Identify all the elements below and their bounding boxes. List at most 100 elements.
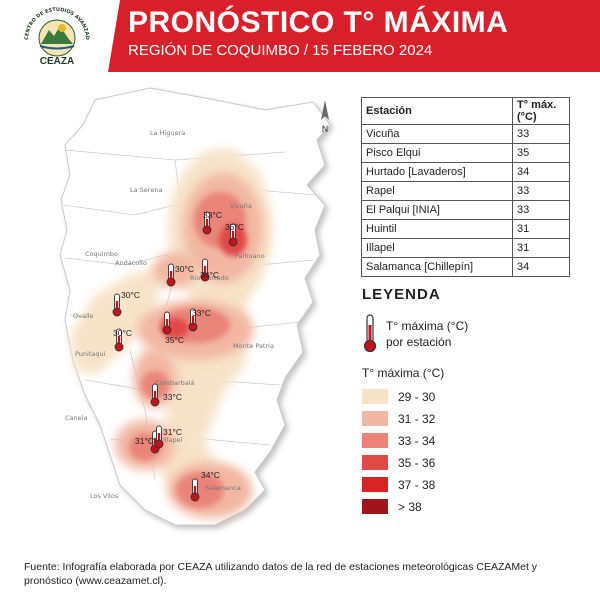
logo-text: CEAZA	[40, 56, 74, 67]
legend-swatch	[362, 499, 388, 514]
station-temp-label: 30°C	[121, 290, 140, 300]
legend-swatch	[362, 411, 388, 426]
table-row: Rapel 33	[361, 181, 570, 201]
station-value: 35	[512, 143, 570, 163]
legend-station-label-line: T° máxima (°C)	[386, 319, 469, 333]
station-value: 34	[512, 257, 570, 277]
station-name: Illapel	[361, 238, 513, 258]
legend-item: 29 - 30	[362, 389, 512, 407]
thermometer-icon	[363, 314, 377, 353]
station-temp-label: 33°C	[192, 308, 211, 318]
place-label: Illapel	[163, 436, 183, 444]
station-name: Salamanca [Chillepín]	[361, 257, 513, 277]
legend-item: 37 - 38	[362, 477, 512, 495]
station-marker: 33°C	[202, 210, 222, 235]
place-label: Combarbalá	[155, 379, 195, 387]
station-name: Rapel	[361, 181, 513, 201]
legend-title: LEYENDA	[362, 286, 441, 303]
legend-label: 37 - 38	[398, 478, 436, 492]
station-marker: 33°C	[188, 308, 211, 332]
table-row: Illapel 31	[361, 238, 570, 258]
page-title: PRONÓSTICO T° MÁXIMA	[128, 6, 509, 39]
place-label: Ovalle	[73, 312, 94, 320]
station-marker: 35°C	[225, 222, 244, 247]
station-table: Estación T° máx. (°C) Vicuña 33 Pisco Elq…	[361, 97, 570, 277]
place-label: Río Hurtado	[190, 274, 229, 282]
station-name: Pisco Elqui	[361, 143, 513, 163]
place-label: Coquimbo	[85, 250, 118, 258]
north-label: N	[322, 125, 329, 135]
station-value: 33	[512, 200, 570, 220]
station-marker: 30°C	[166, 263, 194, 287]
station-name: Vicuña	[361, 124, 513, 144]
place-label: Punitaqui	[75, 350, 106, 358]
legend-label: 35 - 36	[398, 456, 436, 470]
legend-station-label-line: por estación	[386, 335, 452, 349]
station-marker: 34°C	[200, 258, 219, 282]
temperature-zones	[70, 150, 272, 518]
station-temp-label: 30°C	[113, 328, 132, 338]
station-temp-label: 31°C	[135, 436, 154, 446]
table-row: Huintil 31	[361, 219, 570, 239]
station-marker: 30°C	[112, 290, 140, 317]
north-arrow: N	[321, 100, 329, 135]
zone-31-32-f	[153, 252, 197, 288]
legend-label: 33 - 34	[398, 434, 436, 448]
legend-swatch	[362, 389, 388, 404]
station-markers: 33°C35°C30°C34°C30°C33°C35°C30°C33°C31°C…	[112, 210, 244, 502]
table-row: El Palqui [INIA] 33	[361, 200, 570, 220]
source-footer: Fuente: Infografía elaborada por CEAZA u…	[24, 561, 538, 587]
table-row: Vicuña 33	[361, 124, 570, 144]
place-label: La Serena	[130, 186, 162, 194]
station-value: 34	[512, 162, 570, 182]
legend-item: 33 - 34	[362, 433, 512, 451]
place-label: Vicuña	[230, 202, 252, 210]
place-label: Los Vilos	[90, 492, 119, 500]
legend-swatch	[362, 433, 388, 448]
place-label: Canela	[65, 414, 87, 422]
legend-swatch	[362, 455, 388, 470]
station-name: Huintil	[361, 219, 513, 239]
place-label: La Higuera	[150, 129, 185, 137]
station-value: 31	[512, 238, 570, 258]
table-header-value: T° máx. (°C)	[512, 97, 570, 125]
station-temp-label: 33°C	[203, 210, 222, 220]
station-name: El Palqui [INIA]	[361, 200, 513, 220]
legend-item: 35 - 36	[362, 455, 512, 473]
station-marker: 30°C	[113, 328, 132, 352]
legend-label: > 38	[398, 500, 422, 514]
ceaza-logo: CENTRO DE ESTUDIOS AVANZADOS EN ZONAS ÁR…	[18, 6, 90, 67]
place-label: Salamanca	[205, 484, 241, 492]
station-temp-label: 34°C	[201, 470, 220, 480]
legend-item: > 38	[362, 499, 512, 517]
station-marker: 34°C	[190, 470, 220, 502]
legend-range-title: T° máxima (°C)	[362, 366, 445, 380]
station-temp-label: 30°C	[175, 264, 194, 274]
station-temp-label: 31°C	[163, 427, 182, 437]
station-temp-label: 35°C	[225, 222, 244, 232]
zone-33-34-d	[176, 472, 224, 508]
header: CENTRO DE ESTUDIOS AVANZADOS EN ZONAS ÁR…	[0, 0, 600, 72]
station-temp-label: 34°C	[200, 270, 219, 280]
legend-label: 31 - 32	[398, 412, 436, 426]
table-row: Pisco Elqui 35	[361, 143, 570, 163]
table-row: Hurtado [Lavaderos] 34	[361, 162, 570, 182]
table-row: Salamanca [Chillepín] 34	[361, 257, 570, 277]
station-value: 33	[512, 124, 570, 144]
region-map: N La Higuera La Serena Vicuña Coquimbo A…	[59, 87, 331, 526]
place-label: Paihuano	[235, 252, 265, 260]
station-marker: 31°C	[154, 425, 182, 449]
place-labels: La Higuera La Serena Vicuña Coquimbo And…	[65, 129, 274, 500]
page-subtitle: REGIÓN DE COQUIMBO / 15 FEBERO 2024	[128, 42, 433, 59]
station-temp-label: 35°C	[165, 335, 184, 345]
place-label: Andacollo	[115, 259, 147, 267]
legend-swatch	[362, 477, 388, 492]
station-name: Hurtado [Lavaderos]	[361, 162, 513, 182]
station-marker: 33°C	[150, 383, 182, 407]
place-label: Monte Patria	[233, 342, 274, 350]
station-marker: 35°C	[162, 311, 184, 345]
station-temp-label: 33°C	[163, 392, 182, 402]
station-value: 33	[512, 181, 570, 201]
legend-label: 29 - 30	[398, 390, 436, 404]
title-banner	[108, 0, 600, 72]
